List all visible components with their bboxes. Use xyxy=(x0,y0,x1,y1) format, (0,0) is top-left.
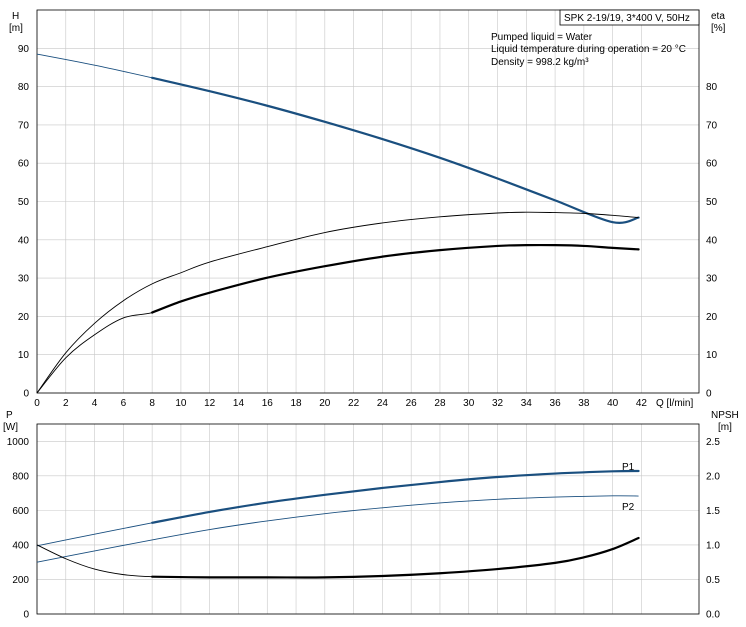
h-tick-label: 50 xyxy=(18,197,30,208)
npsh-tick-label: 0.5 xyxy=(706,575,720,586)
p-tick-label: 200 xyxy=(12,575,29,586)
annotation-density: Density = 998.2 kg/m³ xyxy=(491,57,589,68)
npsh-tick-label: 0.0 xyxy=(706,610,720,621)
p-axis-unit: [W] xyxy=(3,422,18,433)
npsh-axis-label: NPSH xyxy=(711,410,739,421)
x-tick-label: 4 xyxy=(92,398,98,409)
head-curve-operating-range xyxy=(151,76,640,224)
efficiency-curve-pump-thin xyxy=(36,211,639,394)
x-tick-label: 16 xyxy=(262,398,274,409)
x-tick-label: 6 xyxy=(121,398,127,409)
x-tick-label: 14 xyxy=(233,398,245,409)
bottom-panel-series xyxy=(36,469,640,579)
eta-tick-label: 30 xyxy=(706,274,718,285)
x-tick-label: 30 xyxy=(463,398,475,409)
h-tick-label: 60 xyxy=(18,159,30,170)
npsh-axis-unit: [m] xyxy=(718,422,732,433)
x-tick-label: 32 xyxy=(492,398,504,409)
eta-tick-label: 0 xyxy=(706,389,712,400)
h-tick-label: 30 xyxy=(18,274,30,285)
x-tick-label: 34 xyxy=(521,398,533,409)
x-tick-label: 38 xyxy=(578,398,590,409)
x-tick-label: 42 xyxy=(636,398,648,409)
top-panel-grid xyxy=(36,10,699,394)
eta-tick-label: 10 xyxy=(706,350,718,361)
eta-tick-label: 50 xyxy=(706,197,718,208)
eta-axis-label: eta xyxy=(711,11,725,22)
annotation-temperature: Liquid temperature during operation = 20… xyxy=(491,44,686,55)
h-tick-label: 10 xyxy=(18,350,30,361)
h-tick-label: 70 xyxy=(18,120,30,131)
x-tick-label: 40 xyxy=(607,398,619,409)
x-tick-label: 0 xyxy=(34,398,40,409)
x-tick-label: 22 xyxy=(348,398,360,409)
eta-tick-label: 80 xyxy=(706,82,718,93)
x-tick-label: 18 xyxy=(290,398,302,409)
x-tick-label: 28 xyxy=(434,398,446,409)
eta-tick-label: 70 xyxy=(706,120,718,131)
x-tick-label: 26 xyxy=(406,398,418,409)
p1-series-label: P1 xyxy=(622,462,635,473)
p-tick-label: 400 xyxy=(12,540,29,551)
x-tick-label: 10 xyxy=(175,398,187,409)
h-tick-label: 80 xyxy=(18,82,30,93)
efficiency-curve-total-thin xyxy=(36,244,639,394)
top-panel-ticks: 0 2 4 6 8 10 12 14 16 18 20 22 24 26 28 30 32 34 36 38 40 420… xyxy=(18,44,718,409)
x-tick-label: 20 xyxy=(319,398,331,409)
h-tick-label: 90 xyxy=(18,44,30,55)
npsh-tick-label: 1.5 xyxy=(706,506,720,517)
p2-power-curve-thin xyxy=(36,495,639,563)
h-axis-unit: [m] xyxy=(9,23,23,34)
x-tick-label: 8 xyxy=(149,398,155,409)
npsh-tick-label: 1.0 xyxy=(706,540,720,551)
eta-tick-label: 60 xyxy=(706,159,718,170)
x-tick-label: 12 xyxy=(204,398,216,409)
npsh-curve-operating-range xyxy=(151,536,640,579)
h-axis-label: H xyxy=(12,11,19,22)
npsh-tick-label: 2.5 xyxy=(706,437,720,448)
bottom-panel-frame xyxy=(36,423,700,615)
npsh-curve-thin xyxy=(36,537,639,578)
model-title-box xyxy=(559,9,700,26)
efficiency-curve-total-operating-range xyxy=(151,243,640,314)
bottom-panel-ticks: 0 200 400 600 800 1000 0.0 0.5 1.0 1.5 2.0 2.5 xyxy=(7,437,721,621)
p-tick-label: 0 xyxy=(23,610,29,621)
p2-series-label: P2 xyxy=(622,502,635,513)
top-panel-frame xyxy=(36,9,700,394)
p1-power-curve-operating-range xyxy=(151,469,640,524)
eta-tick-label: 20 xyxy=(706,312,718,323)
bottom-panel-grid xyxy=(36,424,699,615)
npsh-tick-label: 2.0 xyxy=(706,471,720,482)
p-tick-label: 600 xyxy=(12,506,29,517)
p1-power-curve-thin xyxy=(36,470,639,547)
annotation-liquid: Pumped liquid = Water xyxy=(491,32,593,43)
h-tick-label: 40 xyxy=(18,235,30,246)
p-tick-label: 1000 xyxy=(7,437,30,448)
p-tick-label: 800 xyxy=(12,471,29,482)
eta-axis-unit: [%] xyxy=(711,23,726,34)
model-title: SPK 2-19/19, 3*400 V, 50Hz xyxy=(564,13,690,24)
h-tick-label: 0 xyxy=(23,389,29,400)
top-panel-series xyxy=(36,53,640,394)
h-tick-label: 20 xyxy=(18,312,30,323)
eta-tick-label: 40 xyxy=(706,235,718,246)
x-tick-label: 36 xyxy=(550,398,562,409)
x-tick-label: 24 xyxy=(377,398,389,409)
p-axis-label: P xyxy=(6,410,13,421)
q-axis-label: Q [l/min] xyxy=(656,398,693,409)
x-tick-label: 2 xyxy=(63,398,69,409)
